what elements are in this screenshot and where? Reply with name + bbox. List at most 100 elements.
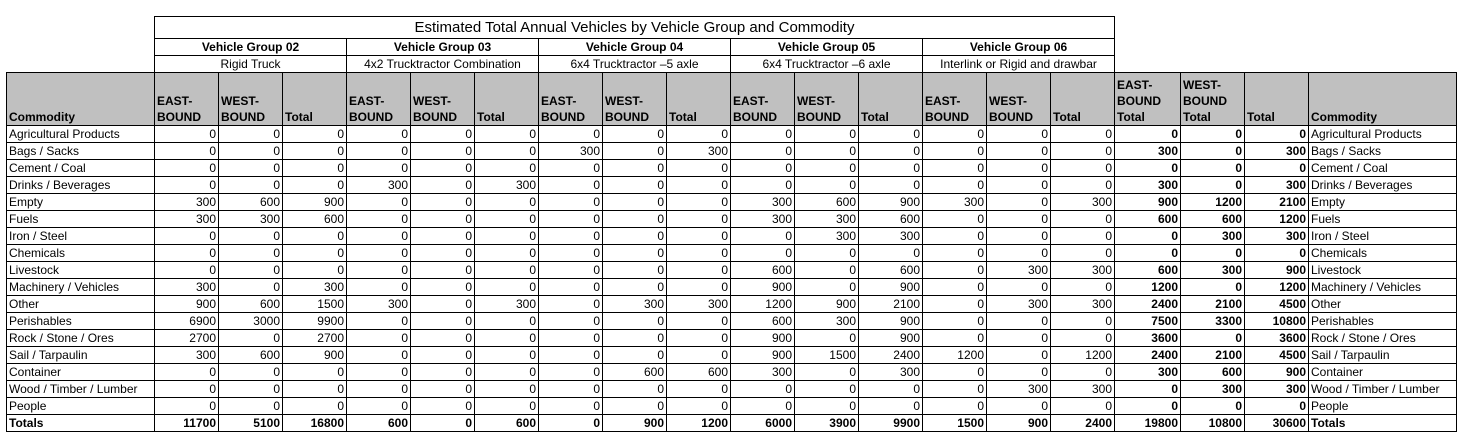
- value-cell: 0: [410, 261, 475, 279]
- summary-value-cell: 0: [1244, 244, 1309, 262]
- eastbound-header: EAST-BOUND: [154, 72, 219, 126]
- summary-value-cell: 300: [1180, 261, 1245, 279]
- westbound-header: WEST-BOUND: [218, 72, 283, 126]
- value-cell: 0: [922, 142, 987, 160]
- value-cell: 0: [922, 329, 987, 347]
- summary-value-cell: 1200: [1244, 278, 1309, 296]
- value-cell: 11700: [154, 414, 219, 432]
- value-cell: 0: [538, 278, 603, 296]
- value-cell: 0: [730, 176, 795, 194]
- commodity-cell: Machinery / Vehicles: [6, 278, 155, 296]
- total-header: Total: [858, 72, 923, 126]
- value-cell: 0: [282, 380, 347, 398]
- value-cell: 900: [154, 295, 219, 313]
- summary-value-cell: 4500: [1244, 295, 1309, 313]
- table-row: Container 0 0 0 0 0 0 0 600 600 300 0 300 0 0 0 300 600 90…: [6, 363, 1457, 381]
- summary-value-cell: 2400: [1114, 295, 1181, 313]
- value-cell: 300: [1050, 380, 1115, 398]
- value-cell: 0: [794, 142, 859, 160]
- summary-value-cell: 600: [1180, 363, 1245, 381]
- summary-value-cell: 300: [1180, 380, 1245, 398]
- summary-value-cell: 2100: [1180, 346, 1245, 364]
- value-cell: 3900: [794, 414, 859, 432]
- summary-value-cell: 0: [1244, 125, 1309, 143]
- summary-value-cell: 0: [1180, 142, 1245, 160]
- summary-value-cell: 2100: [1180, 295, 1245, 313]
- group-name: Vehicle Group 02: [154, 38, 347, 56]
- commodity-cell-right: People: [1308, 397, 1457, 415]
- eastbound-header: EAST-BOUND: [730, 72, 795, 126]
- value-cell: 0: [794, 176, 859, 194]
- summary-value-cell: 300: [1244, 380, 1309, 398]
- value-cell: 600: [666, 363, 731, 381]
- value-cell: 0: [1050, 125, 1115, 143]
- commodity-cell: Container: [6, 363, 155, 381]
- group-name: Vehicle Group 04: [538, 38, 731, 56]
- table-row: Machinery / Vehicles 300 0 300 0 0 0 0 0 0 900 0 900…: [6, 278, 1457, 296]
- value-cell: 0: [410, 397, 475, 415]
- value-cell: 300: [986, 261, 1051, 279]
- value-cell: 1500: [922, 414, 987, 432]
- value-cell: 0: [794, 125, 859, 143]
- westbound-header: WEST-BOUND: [794, 72, 859, 126]
- value-cell: 0: [1050, 159, 1115, 177]
- value-cell: 300: [154, 210, 219, 228]
- table-row: Cement / Coal 0 0 0 0 0 0 0 0 0 0 0 0 0 0 0 0 0 0 Cement / …: [6, 159, 1457, 177]
- value-cell: 900: [986, 414, 1051, 432]
- value-cell: 0: [346, 261, 411, 279]
- vehicle-type: 6x4 Trucktractor –6 axle: [730, 55, 923, 73]
- value-cell: 0: [474, 159, 539, 177]
- value-cell: 0: [474, 193, 539, 211]
- value-cell: 0: [794, 363, 859, 381]
- value-cell: 300: [730, 210, 795, 228]
- value-cell: 1500: [282, 295, 347, 313]
- value-cell: 6900: [154, 312, 219, 330]
- summary-value-cell: 600: [1180, 210, 1245, 228]
- value-cell: 300: [1050, 261, 1115, 279]
- summary-value-cell: 3600: [1244, 329, 1309, 347]
- value-cell: 900: [858, 312, 923, 330]
- value-cell: 0: [922, 261, 987, 279]
- value-cell: 300: [922, 193, 987, 211]
- value-cell: 0: [730, 159, 795, 177]
- value-cell: 0: [986, 312, 1051, 330]
- value-cell: 0: [282, 159, 347, 177]
- value-cell: 0: [282, 227, 347, 245]
- value-cell: 0: [346, 329, 411, 347]
- value-cell: 0: [218, 244, 283, 262]
- value-cell: 0: [922, 159, 987, 177]
- value-cell: 0: [986, 329, 1051, 347]
- value-cell: 0: [346, 346, 411, 364]
- commodity-cell-right: Drinks / Beverages: [1308, 176, 1457, 194]
- value-cell: 0: [410, 363, 475, 381]
- value-cell: 900: [730, 346, 795, 364]
- value-cell: 0: [666, 210, 731, 228]
- commodity-cell: Sail / Tarpaulin: [6, 346, 155, 364]
- value-cell: 0: [666, 278, 731, 296]
- grand-total-header: Total: [1244, 72, 1309, 126]
- value-cell: 0: [858, 125, 923, 143]
- group-name-row: Vehicle Group 02 Vehicle Group 03 Vehicl…: [7, 38, 1457, 56]
- value-cell: 0: [218, 363, 283, 381]
- value-cell: 900: [794, 295, 859, 313]
- value-cell: 300: [346, 295, 411, 313]
- eastbound-header: EAST-BOUND: [922, 72, 987, 126]
- commodity-cell: Perishables: [6, 312, 155, 330]
- value-cell: 600: [474, 414, 539, 432]
- commodity-cell: Livestock: [6, 261, 155, 279]
- value-cell: 900: [730, 278, 795, 296]
- value-cell: 0: [794, 329, 859, 347]
- value-cell: 0: [282, 176, 347, 194]
- value-cell: 0: [1050, 176, 1115, 194]
- value-cell: 0: [410, 176, 475, 194]
- total-header: Total: [666, 72, 731, 126]
- value-cell: 0: [346, 244, 411, 262]
- commodity-cell: Agricultural Products: [6, 125, 155, 143]
- value-cell: 0: [410, 380, 475, 398]
- value-cell: 0: [922, 176, 987, 194]
- value-cell: 0: [538, 176, 603, 194]
- value-cell: 300: [282, 278, 347, 296]
- value-cell: 0: [410, 159, 475, 177]
- value-cell: 0: [986, 142, 1051, 160]
- summary-value-cell: 1200: [1114, 278, 1181, 296]
